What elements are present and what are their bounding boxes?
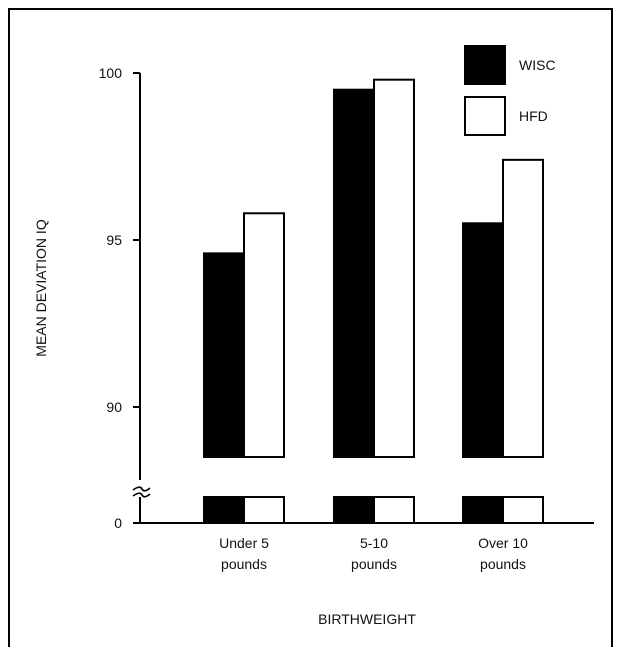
legend-label-wisc: WISC xyxy=(519,57,556,73)
y-tick-label-0: 100 xyxy=(99,65,123,81)
x-tick-label-0-0: Under 5 xyxy=(219,535,269,551)
x-tick-label-2-1: pounds xyxy=(480,556,526,572)
bar-hfd-1 xyxy=(373,78,415,459)
x-tick-label-0-1: pounds xyxy=(221,556,267,572)
bar-stub-hfd-2 xyxy=(502,496,544,524)
y-tick-label-2: 90 xyxy=(106,399,122,415)
legend-label-hfd: HFD xyxy=(519,108,548,124)
bar-wisc-1 xyxy=(333,88,375,458)
legend-swatch-wisc xyxy=(464,45,506,85)
bar-hfd-0 xyxy=(243,212,285,458)
x-axis-title: BIRTHWEIGHT xyxy=(318,611,416,627)
legend-swatch-hfd xyxy=(464,96,506,136)
bar-wisc-0 xyxy=(203,252,245,458)
bar-stub-wisc-0 xyxy=(203,496,245,524)
x-tick-label-1-0: 5-10 xyxy=(360,535,388,551)
y-tick-label-1: 95 xyxy=(106,232,122,248)
x-tick-label-1-1: pounds xyxy=(351,556,397,572)
y-axis-title: MEAN DEVIATION IQ xyxy=(33,219,49,357)
bar-stub-wisc-1 xyxy=(333,496,375,524)
bar-hfd-2 xyxy=(502,158,544,458)
legend: WISC HFD xyxy=(464,45,556,136)
chart-border xyxy=(8,8,613,647)
bar-wisc-2 xyxy=(462,222,504,458)
bar-stub-wisc-2 xyxy=(462,496,504,524)
bar-stub-hfd-0 xyxy=(243,496,285,524)
y-ticks: 100 95 90 xyxy=(99,65,140,415)
x-tick-labels: Under 5 pounds 5-10 pounds Over 10 pounds xyxy=(219,535,528,572)
y-axis-break-2 xyxy=(132,492,151,498)
y-tick-label-zero: 0 xyxy=(114,515,122,531)
bars xyxy=(203,78,544,524)
x-tick-label-2-0: Over 10 xyxy=(478,535,528,551)
bar-stub-hfd-1 xyxy=(373,496,415,524)
y-axis-break xyxy=(132,486,151,492)
